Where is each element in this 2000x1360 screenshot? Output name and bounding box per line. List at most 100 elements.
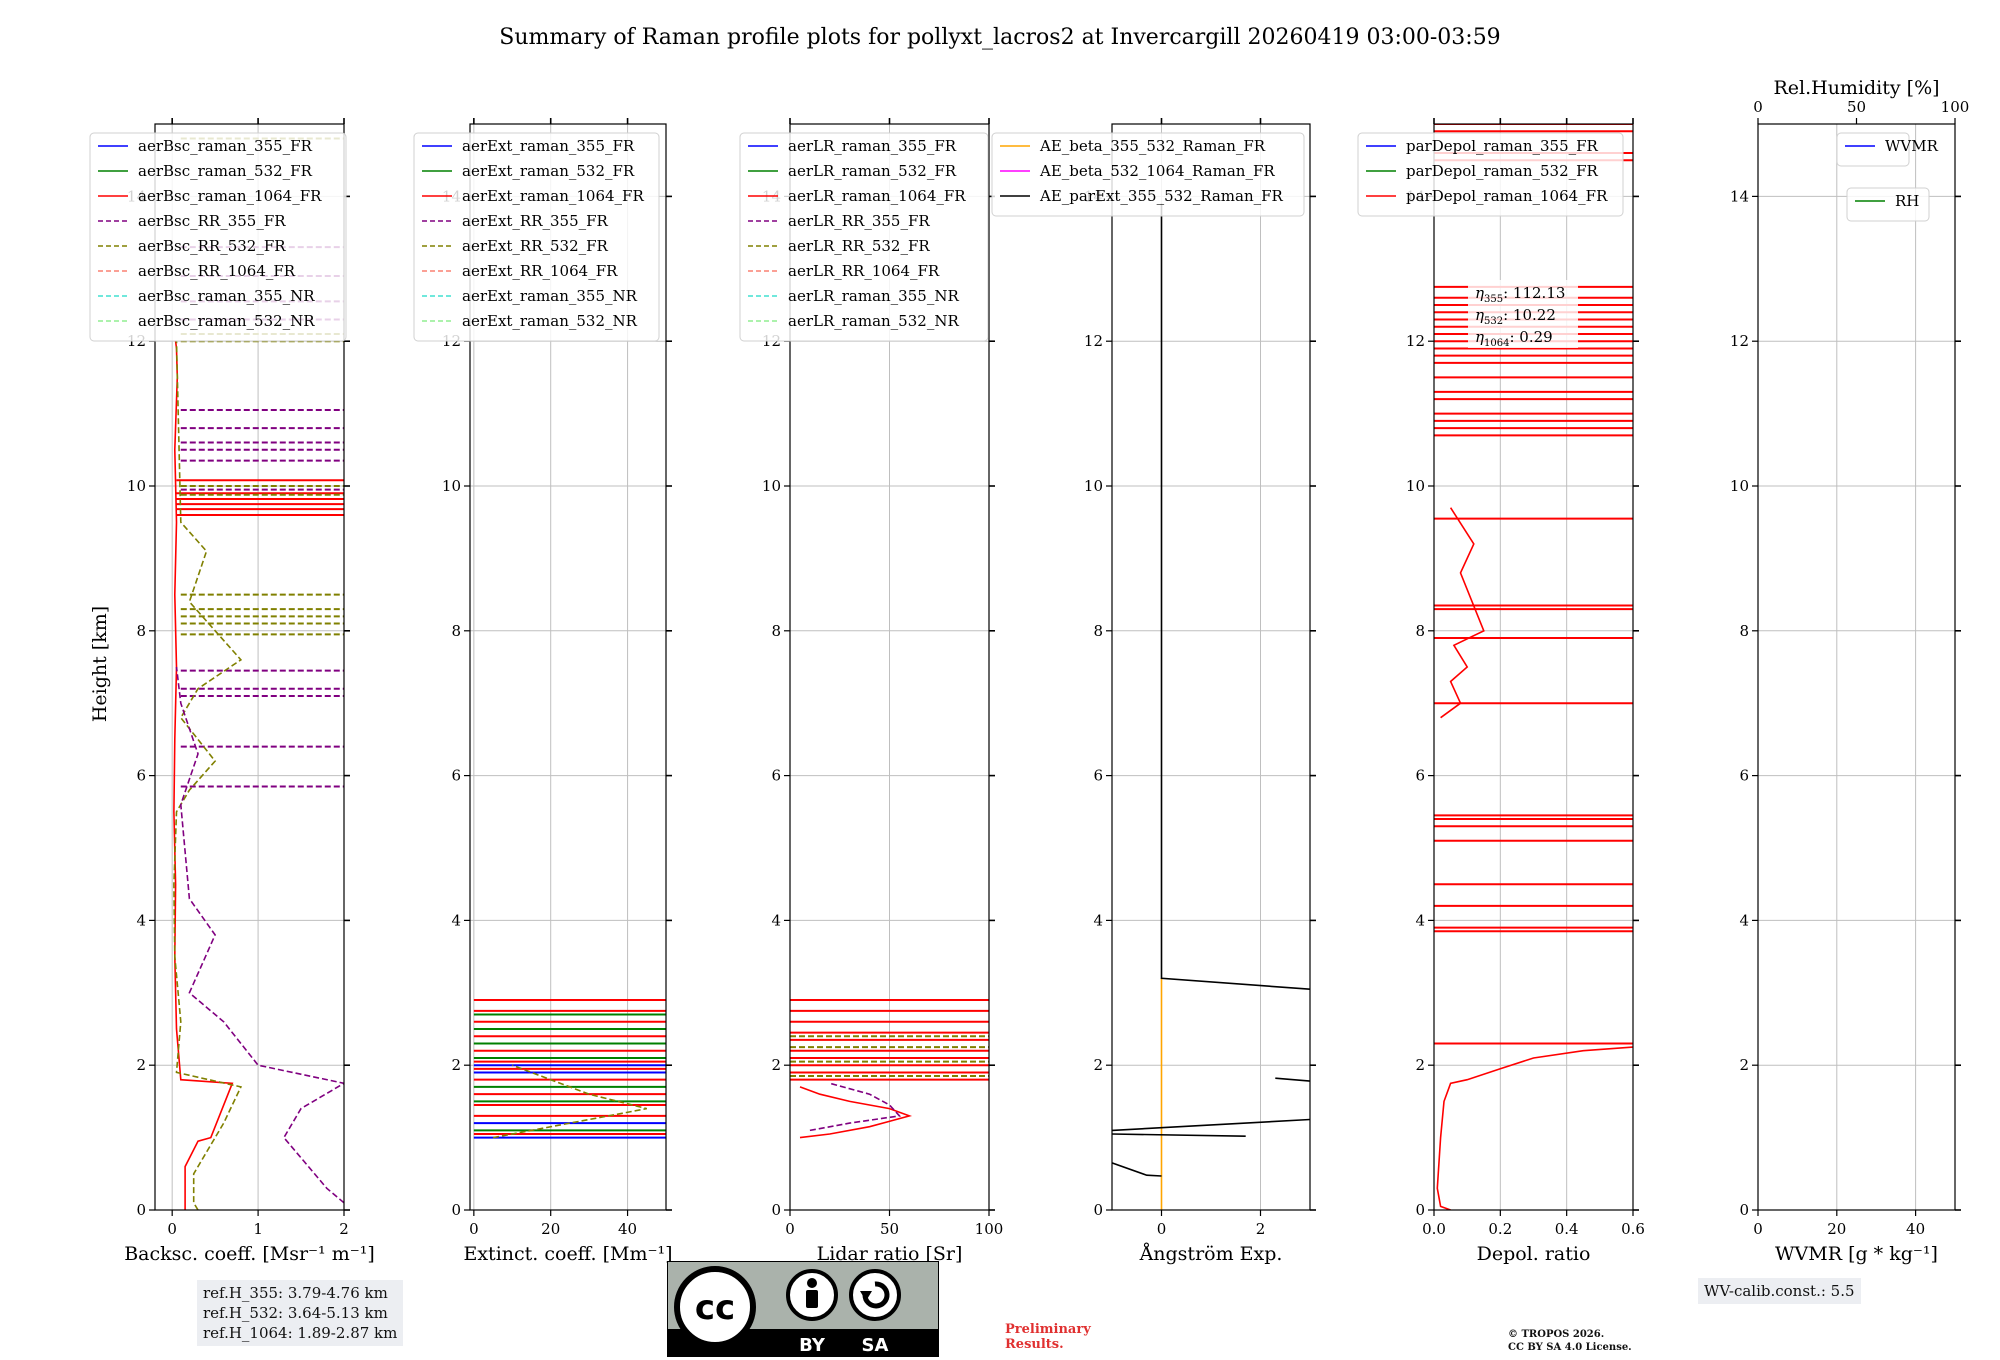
series-line-aerBsc_RR_532_FR	[173, 341, 243, 1210]
legend-entry: RH	[1895, 192, 1919, 210]
eta-box	[1468, 280, 1578, 348]
y-tick-label: 10	[1406, 477, 1425, 495]
plot-frame	[1111, 123, 1311, 1211]
y-tick-label: 0	[1415, 1201, 1425, 1219]
y-tick-label: 4	[771, 911, 781, 929]
x-axis-label: Backsc. coeff. [Msr⁻¹ m⁻¹]	[124, 1243, 375, 1265]
x-tick-label: 40	[618, 1220, 637, 1238]
y-tick-label: 2	[1093, 1056, 1103, 1074]
series-line-aerExt_RR_532_FR	[492, 1064, 647, 1139]
y-tick-label: 6	[771, 767, 781, 785]
legend-entry: aerBsc_raman_532_NR	[138, 312, 315, 330]
legend-entry: aerBsc_RR_355_FR	[138, 212, 286, 230]
x-tick-label: 100	[975, 1220, 1004, 1238]
legend-box	[89, 132, 347, 342]
copyright-line-2: CC BY SA 4.0 License.	[1508, 1342, 1632, 1353]
y-tick-label: 8	[1415, 622, 1425, 640]
panel-3: 02468101214050100Lidar ratio [Sr]aerLR_r…	[739, 118, 1004, 1265]
y-tick-label: 2	[136, 1056, 146, 1074]
x-axis-label: Depol. ratio	[1477, 1243, 1591, 1265]
x-tick-label: 20	[1827, 1220, 1846, 1238]
series-line-AE_parExt_355_532_Raman_FR	[1112, 1133, 1246, 1137]
y-tick-label: 8	[771, 622, 781, 640]
legend-entry: aerBsc_raman_532_FR	[138, 162, 313, 180]
x-tick-label: 2	[339, 1220, 349, 1238]
legend-box	[1357, 132, 1624, 217]
legend: aerBsc_raman_355_FR aerBsc_raman_532_FRae…	[89, 132, 347, 342]
share-alike-arrow	[860, 1291, 872, 1301]
y-tick-label: 12	[1406, 332, 1425, 350]
legend-entry: aerBsc_raman_355_FR	[138, 137, 313, 155]
y-tick-label: 12	[1730, 332, 1749, 350]
eta-1064: η1064: 0.29	[1475, 328, 1553, 349]
series-line-AE_parExt_355_532_Raman_FR	[1275, 1077, 1310, 1082]
panel-4: 0246810121402Ångström Exp.AE_beta_355_53…	[991, 118, 1316, 1265]
person-body-icon	[806, 1290, 818, 1308]
y-tick-label: 14	[1730, 187, 1749, 205]
legend-entry: aerLR_raman_1064_FR	[788, 187, 966, 205]
legend: AE_beta_355_532_Raman_FR AE_beta_532_1064…	[991, 132, 1305, 217]
legend-entry: AE_beta_355_532_Raman_FR	[1039, 137, 1266, 155]
series-line-AE_parExt_355_532_Raman_FR	[1112, 1162, 1162, 1177]
cc-text: cc	[695, 1288, 735, 1328]
x-tick-label: 50	[880, 1220, 899, 1238]
x-tick-label: 0	[167, 1220, 177, 1238]
preliminary-line-2: Results.	[1005, 1337, 1064, 1352]
panel-data	[1112, 203, 1310, 1210]
legend-entry: parDepol_raman_1064_FR	[1406, 187, 1608, 205]
y-tick-label: 10	[1084, 477, 1103, 495]
x-axis-label: Ångström Exp.	[1139, 1243, 1283, 1265]
plot-frame	[154, 123, 345, 1211]
copyright-line-1: © TROPOS 2026.	[1508, 1329, 1605, 1340]
top-axis-label: Rel.Humidity [%]	[1773, 77, 1939, 99]
person-head-icon	[807, 1278, 817, 1288]
y-tick-label: 6	[136, 767, 146, 785]
eta-355: η355: 112.13	[1475, 284, 1565, 305]
legend-entry: WVMR	[1885, 137, 1939, 155]
legend-box	[413, 132, 660, 342]
x-axis-label: Extinct. coeff. [Mm⁻¹]	[463, 1243, 672, 1265]
y-tick-label: 4	[451, 911, 461, 929]
series-line-AE_parExt_355_532_Raman_FR	[1160, 203, 1310, 990]
legend-entry: aerExt_raman_532_FR	[462, 162, 635, 180]
y-tick-label: 0	[136, 1201, 146, 1219]
series-line-parDepol_raman_1064_FR	[1436, 1046, 1633, 1210]
ref-height-532: ref.H_532: 3.64-5.13 km	[203, 1304, 388, 1322]
y-tick-label: 2	[1415, 1056, 1425, 1074]
wv-calib-const: WV-calib.const.: 5.5	[1704, 1282, 1855, 1300]
series-line-aerLR_raman_1064_FR	[799, 1086, 913, 1139]
y-tick-label: 0	[1739, 1201, 1749, 1219]
y-tick-label: 10	[127, 477, 146, 495]
series-line-parDepol_raman_1064_FR	[1440, 507, 1485, 719]
y-tick-label: 10	[762, 477, 781, 495]
y-tick-label: 10	[1730, 477, 1749, 495]
legend-rh: RH	[1846, 187, 1930, 222]
y-tick-label: 2	[1739, 1056, 1749, 1074]
legend-entry: aerExt_raman_355_NR	[462, 287, 638, 305]
legend-entry: aerLR_raman_355_FR	[788, 137, 957, 155]
x-tick-label: 2	[1256, 1220, 1266, 1238]
x-axis-label: WVMR [g * kg⁻¹]	[1775, 1243, 1938, 1265]
plot-frame	[1757, 123, 1956, 1211]
x-tick-label: 40	[1906, 1220, 1925, 1238]
copyright-note: © TROPOS 2026. CC BY SA 4.0 License.	[1508, 1328, 1632, 1354]
legend-entry: aerExt_raman_355_FR	[462, 137, 635, 155]
share-alike-icon	[849, 1269, 901, 1321]
panels-group: 0 2 4 6 8 10 12 14 0 12 Backsc. coeff. [Msr⁻¹ m⁻¹]…	[89, 77, 1969, 1265]
x-tick-label: 0	[1157, 1220, 1167, 1238]
legend-entry: aerBsc_RR_1064_FR	[138, 262, 296, 280]
x-tick-label: 0	[785, 1220, 795, 1238]
panel-6: 0 2 4 6 8 10 12 14 0 20 40 WVMR [g * kg⁻¹] 0 50 100Rel…	[1730, 77, 1969, 1265]
legend-entry: AE_beta_532_1064_Raman_FR	[1039, 162, 1275, 180]
legend: aerExt_raman_355_FR aerExt_raman_532_FRae…	[413, 132, 660, 342]
legend-box	[1846, 187, 1930, 222]
legend-entry: aerExt_raman_1064_FR	[462, 187, 644, 205]
legend: WVMR	[1836, 132, 1939, 167]
x-tick-label: 0.6	[1621, 1220, 1645, 1238]
y-tick-label: 4	[1093, 911, 1103, 929]
panel-1: 02468101214012Backsc. coeff. [Msr⁻¹ m⁻¹]…	[89, 118, 375, 1265]
x-tick-label: 0.4	[1555, 1220, 1579, 1238]
legend-entry: aerBsc_raman_355_NR	[138, 287, 315, 305]
